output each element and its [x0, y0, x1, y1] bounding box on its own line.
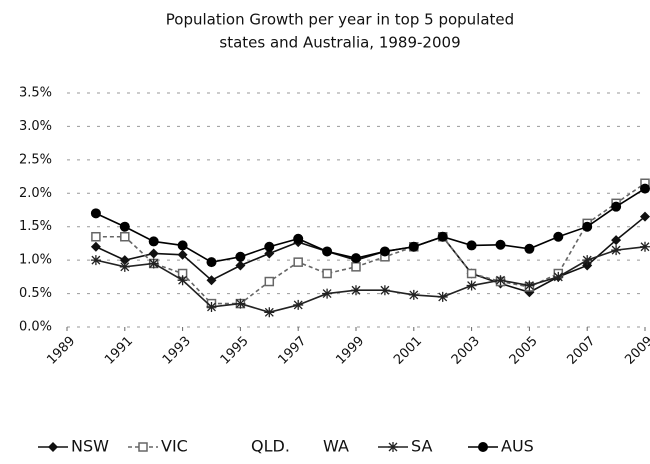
marker	[495, 275, 506, 286]
marker	[177, 275, 188, 286]
marker	[90, 241, 101, 252]
marker	[408, 289, 419, 300]
marker	[148, 236, 159, 247]
marker	[91, 231, 101, 242]
x-tick-label: 2005	[507, 334, 541, 368]
series-line	[95, 216, 646, 294]
marker	[466, 240, 477, 251]
legend: NSW VIC QLD. WA SA AUS	[38, 437, 534, 456]
marker	[582, 221, 593, 232]
marker	[640, 183, 650, 194]
marker	[148, 248, 159, 259]
series-line	[95, 245, 646, 314]
marker	[379, 285, 390, 296]
x-tick-label: 1995	[218, 334, 252, 368]
marker	[264, 241, 275, 252]
marker	[264, 307, 275, 318]
legend-marker	[48, 442, 58, 452]
marker	[640, 211, 650, 222]
marker	[379, 246, 390, 257]
marker	[293, 233, 304, 244]
legend-marker	[388, 442, 398, 452]
marker	[90, 208, 101, 219]
marker	[90, 255, 101, 266]
marker	[582, 255, 593, 266]
y-tick-label: 1.5%	[19, 219, 52, 234]
marker	[437, 291, 448, 302]
marker	[640, 241, 650, 252]
marker	[466, 268, 477, 279]
y-tick-label: 3.5%	[19, 86, 52, 101]
x-tick-label: 1999	[333, 334, 367, 368]
marker	[177, 249, 188, 260]
marker	[553, 231, 564, 242]
x-tick-label: 1989	[44, 334, 78, 368]
legend-label: NSW	[71, 437, 109, 456]
marker	[351, 253, 361, 264]
marker	[611, 235, 622, 246]
marker	[351, 285, 361, 296]
legend-label: AUS	[501, 437, 534, 456]
marker	[293, 299, 304, 310]
marker	[177, 240, 188, 251]
marker	[322, 268, 332, 279]
marker	[408, 241, 419, 252]
legend-label: QLD.	[251, 437, 290, 456]
legend-label: WA	[323, 437, 349, 456]
marker	[264, 276, 275, 287]
y-tick-label: 1.0%	[19, 253, 52, 268]
x-tick-label: 2001	[391, 334, 425, 368]
marker	[322, 246, 333, 257]
marker	[524, 280, 535, 291]
marker	[611, 245, 622, 256]
x-tick-label: 2009	[622, 334, 650, 368]
marker	[293, 257, 303, 267]
x-tick-label: 1993	[160, 334, 194, 368]
marker	[119, 255, 130, 266]
marker	[148, 258, 159, 269]
legend-label: SA	[411, 437, 432, 456]
legend-label: VIC	[161, 437, 188, 456]
x-tick-label: 2003	[449, 334, 483, 368]
chart-title: states and Australia, 1989-2009	[219, 34, 460, 52]
marker	[119, 261, 130, 272]
marker	[351, 262, 361, 272]
marker	[495, 239, 506, 250]
y-tick-label: 2.5%	[19, 152, 52, 167]
marker	[120, 231, 130, 242]
legend-marker	[138, 442, 148, 452]
marker	[437, 231, 448, 242]
marker	[206, 257, 217, 268]
marker	[235, 260, 246, 271]
x-tick-label: 1991	[102, 334, 136, 368]
y-tick-label: 3.0%	[19, 119, 52, 134]
legend-marker	[478, 442, 488, 452]
y-tick-label: 0.5%	[19, 286, 52, 301]
marker	[206, 275, 217, 286]
marker	[524, 243, 535, 254]
series-line	[95, 187, 646, 263]
marker	[206, 301, 217, 312]
marker	[119, 221, 130, 232]
marker	[466, 280, 477, 291]
series-line	[95, 182, 646, 305]
marker	[235, 251, 246, 262]
x-tick-label: 1997	[275, 334, 309, 368]
marker	[611, 201, 622, 212]
x-tick-label: 2007	[564, 334, 598, 368]
marker	[322, 288, 333, 299]
marker	[553, 271, 564, 282]
chart-title: Population Growth per year in top 5 popu…	[166, 11, 514, 29]
marker	[235, 298, 246, 309]
y-tick-label: 2.0%	[19, 186, 52, 201]
y-tick-label: 0.0%	[19, 320, 52, 335]
